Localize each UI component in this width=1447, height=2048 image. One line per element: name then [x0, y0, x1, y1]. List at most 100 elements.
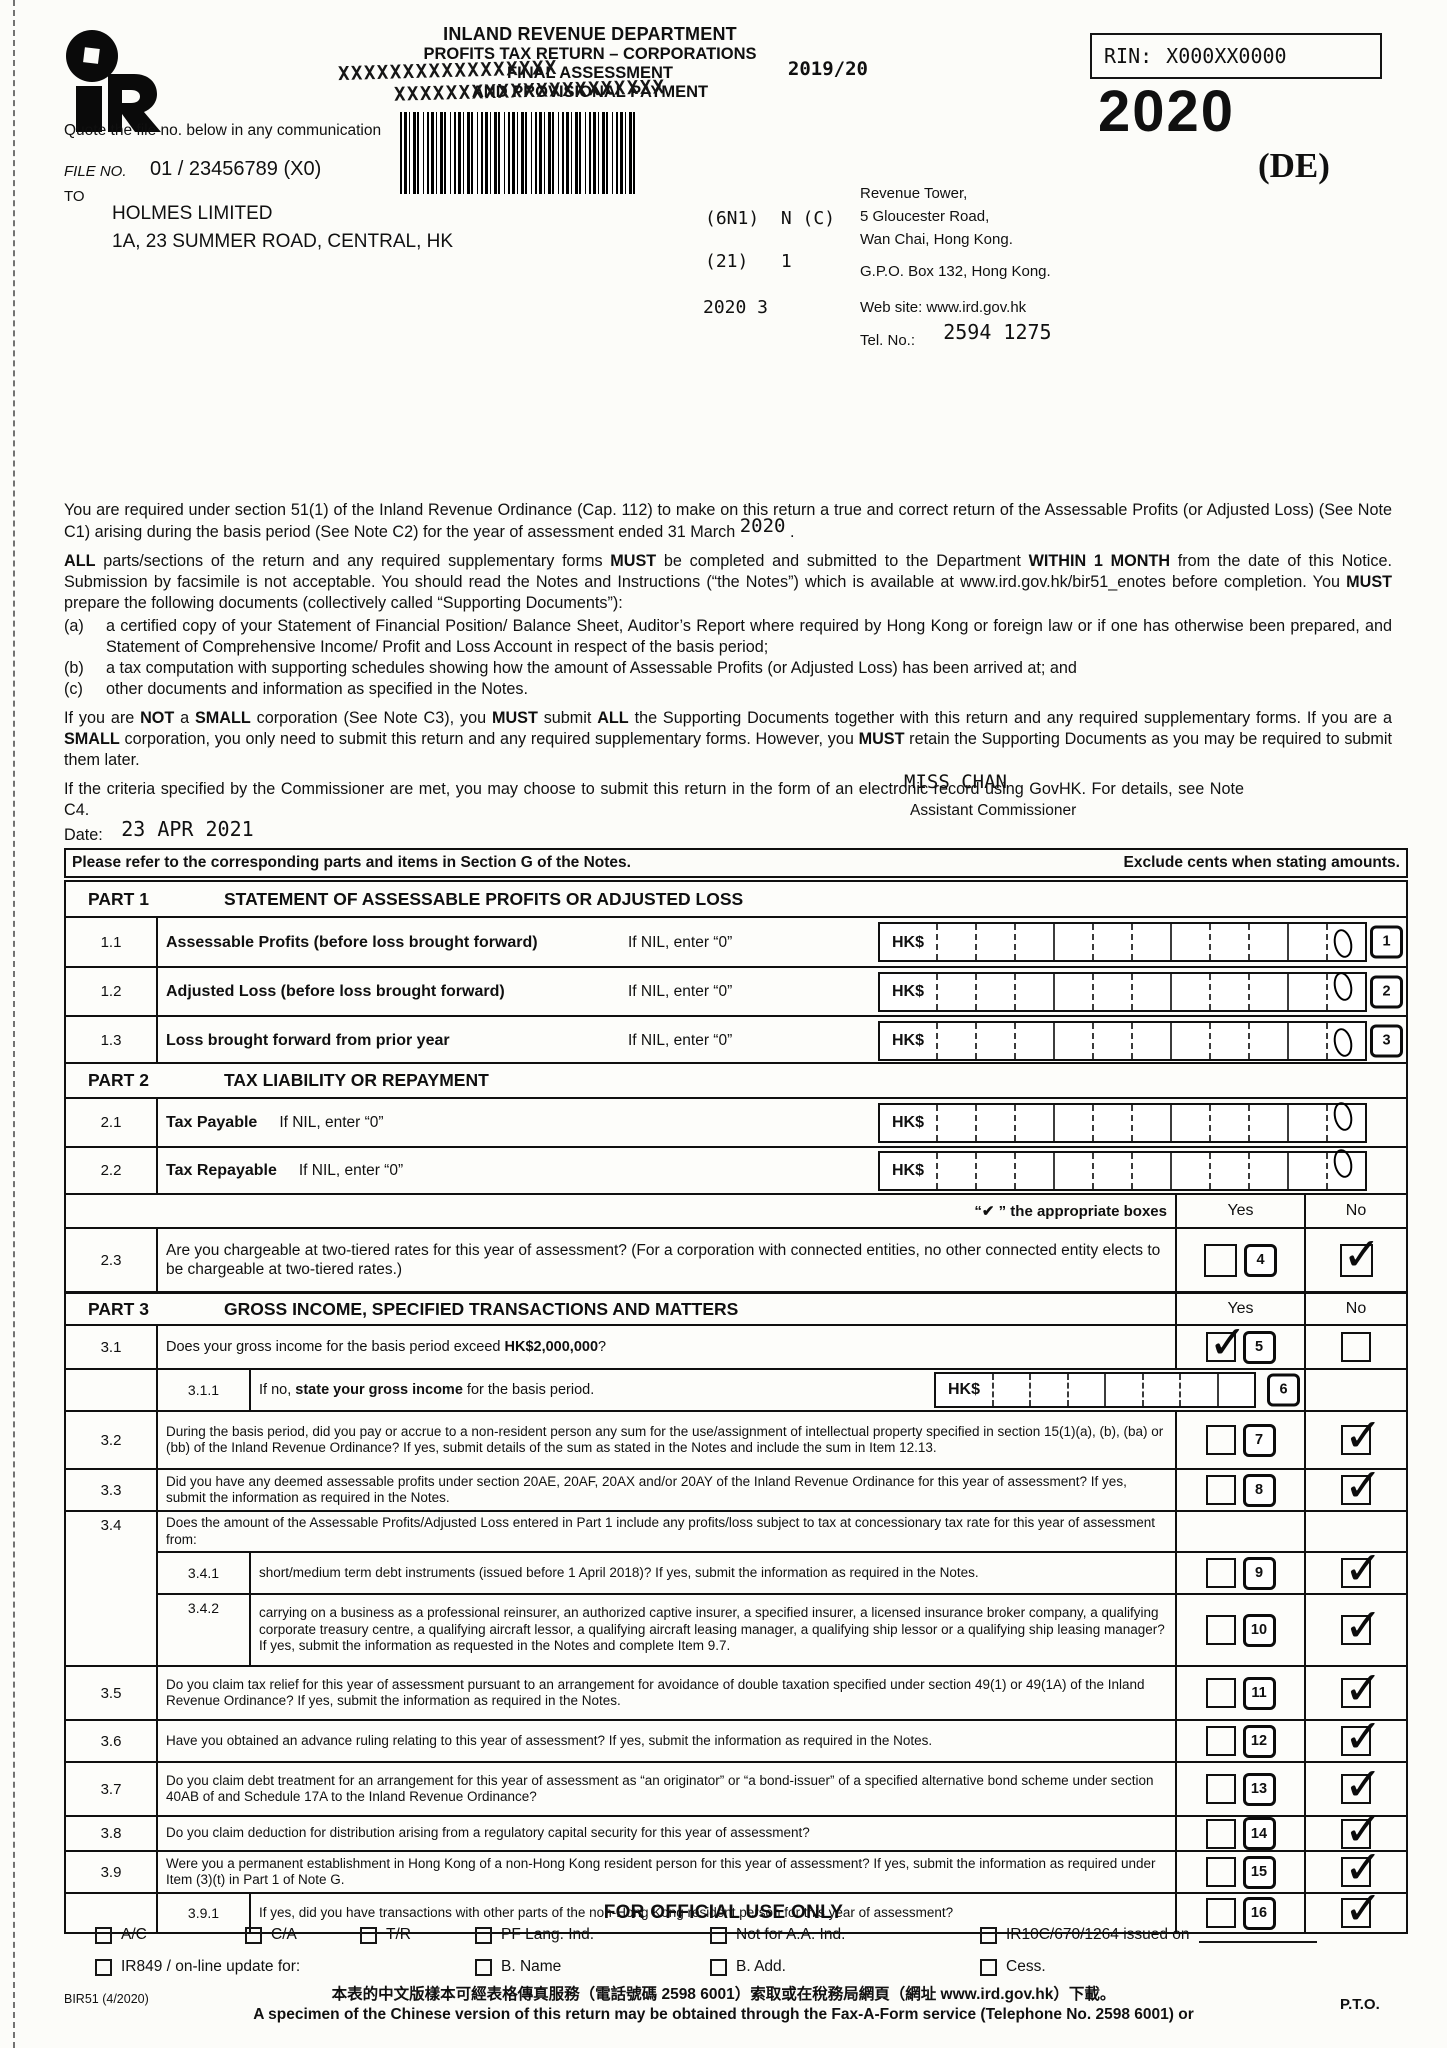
rin-box: RIN: X000XX0000	[1090, 33, 1382, 79]
item-box-number: 15	[1242, 1855, 1276, 1889]
item-number: 1.2	[66, 968, 158, 1015]
yes-column-header: Yes	[1175, 1294, 1304, 1324]
quote-file-instruction: Quote the file no. below in any communic…	[64, 122, 382, 139]
recipient-name: HOLMES LIMITED	[112, 203, 273, 224]
nil-note: If NIL, enter “0”	[628, 1032, 733, 1049]
no-checkbox[interactable]	[1341, 1541, 1383, 1595]
question-text: Do you claim tax relief for this year of…	[166, 1676, 1145, 1709]
official-checkbox[interactable]	[95, 1958, 112, 1976]
yes-checkbox[interactable]	[1205, 1818, 1236, 1849]
yes-checkbox[interactable]	[1205, 1425, 1236, 1455]
currency-label: HK$	[891, 1032, 924, 1049]
official-checkbox[interactable]	[710, 1926, 727, 1944]
amount-field[interactable]: HK$	[878, 922, 1367, 962]
no-checkbox[interactable]	[1341, 1757, 1383, 1811]
rin-value: X000XX0000	[1166, 44, 1287, 68]
ird-logo-icon	[66, 30, 161, 132]
no-checkbox[interactable]	[1341, 1458, 1383, 1512]
no-checkbox[interactable]	[1341, 1709, 1383, 1763]
date-value: 23 APR 2021	[121, 817, 254, 841]
file-no-label: FILE NO.	[64, 163, 127, 180]
item-label: Tax Repayable	[166, 1162, 277, 1179]
date-line: Date: 23 APR 2021	[64, 819, 1392, 846]
question-row-3-5: 3.5 Do you claim tax relief for this yea…	[66, 1661, 1406, 1719]
official-checkbox[interactable]	[710, 1958, 727, 1976]
no-checkbox[interactable]	[1341, 1881, 1383, 1935]
official-checkbox[interactable]	[980, 1926, 997, 1944]
official-checkbox[interactable]	[980, 1958, 997, 1976]
part1-number: PART 1	[88, 888, 149, 909]
yes-checkbox[interactable]	[1205, 1475, 1236, 1505]
item-box-number: 6	[1267, 1373, 1300, 1407]
official-checkbox[interactable]	[475, 1926, 492, 1944]
official-checkbox[interactable]	[360, 1926, 377, 1944]
ird-address-line: 5 Gloucester Road,	[860, 208, 990, 225]
intro-paragraph-1: You are required under section 51(1) of …	[64, 501, 1392, 541]
official-checkbox[interactable]	[245, 1926, 262, 1944]
no-checkbox[interactable]	[1341, 1598, 1383, 1652]
nil-note: If NIL, enter “0”	[298, 1162, 404, 1179]
no-column-header: No	[1304, 1195, 1406, 1227]
amount-field[interactable]: HK$	[878, 1020, 1367, 1061]
no-checkbox[interactable]	[1341, 1661, 1383, 1715]
question-row-3-4-intro: Does the amount of the Assessable Profit…	[158, 1512, 1406, 1551]
yes-checkbox[interactable]	[1204, 1243, 1237, 1277]
notes-reference-bar: Please refer to the corresponding parts …	[64, 848, 1408, 878]
yes-checkbox[interactable]	[1205, 1315, 1247, 1369]
no-checkbox[interactable]	[1339, 1227, 1381, 1281]
item-number: 3.9.1	[158, 1894, 251, 1932]
official-option: C/A	[245, 1926, 297, 1944]
part3-header: PART 3 GROSS INCOME, SPECIFIED TRANSACTI…	[66, 1294, 1406, 1324]
recipient-address: 1A, 23 SUMMER ROAD, CENTRAL, HK	[112, 231, 454, 252]
typed-year: 2020	[739, 515, 786, 537]
print-code-2: (21) 1	[705, 251, 792, 272]
item-box-number: 16	[1242, 1896, 1276, 1930]
yes-checkbox[interactable]	[1205, 1857, 1236, 1887]
gross-income-field[interactable]: HK$	[934, 1372, 1256, 1408]
official-option: Not for A.A. Ind.	[710, 1926, 845, 1944]
yes-checkbox[interactable]	[1205, 1615, 1236, 1645]
yes-checkbox[interactable]	[1205, 1726, 1236, 1756]
yes-checkbox[interactable]	[1205, 1558, 1236, 1588]
part2-title: TAX LIABILITY OR REPAYMENT	[224, 1070, 489, 1090]
yes-checkbox[interactable]	[1205, 1678, 1236, 1708]
item-number: 3.1.1	[158, 1370, 251, 1410]
item-label: Tax Payable	[166, 1114, 258, 1131]
currency-label: HK$	[891, 1114, 924, 1131]
amount-field[interactable]: HK$	[878, 1146, 1367, 1191]
yes-checkbox[interactable]	[1205, 1898, 1236, 1928]
question-row-3-1: 3.1 Does your gross income for the basis…	[66, 1315, 1406, 1369]
question-text: If yes, did you have transactions with o…	[259, 1904, 954, 1920]
issued-on-blank-line[interactable]	[1198, 1927, 1317, 1943]
official-option: IR849 / on-line update for:	[95, 1958, 300, 1976]
tel-value: 2594 1275	[943, 320, 1052, 344]
question-row-3-4: 3.4 Does the amount of the Assessable Pr…	[66, 1510, 1406, 1665]
question-text: Do you claim deduction for distribution …	[166, 1825, 810, 1841]
official-checkbox[interactable]	[95, 1926, 112, 1944]
item-number: 3.4	[66, 1512, 158, 1665]
amount-field[interactable]: HK$	[878, 1099, 1367, 1143]
yes-checkbox[interactable]	[1205, 1774, 1236, 1804]
question-text: Are you chargeable at two-tiered rates f…	[166, 1242, 1161, 1278]
row-2-2: 2.2 Tax Repayable If NIL, enter “0” HK$	[66, 1146, 1406, 1193]
file-no-value: 01 / 23456789 (X0)	[150, 158, 322, 180]
item-number: 3.2	[66, 1412, 158, 1468]
official-checkbox[interactable]	[475, 1958, 492, 1976]
rin-label: RIN:	[1104, 44, 1153, 68]
item-box-number: 14	[1242, 1817, 1276, 1850]
form-code: BIR51 (4/2020)	[64, 1992, 149, 2006]
no-checkbox[interactable]	[1341, 1408, 1383, 1462]
amount-field[interactable]: HK$	[878, 969, 1367, 1012]
tel-line: Tel. No.: 2594 1275	[860, 321, 1052, 352]
department-title: INLAND REVENUE DEPARTMENT	[443, 24, 737, 44]
part3-title: GROSS INCOME, SPECIFIED TRANSACTIONS AND…	[224, 1298, 739, 1319]
item-box-number: 3	[1370, 1024, 1403, 1057]
no-checkbox[interactable]	[1341, 1332, 1371, 1362]
part3-number: PART 3	[88, 1298, 149, 1319]
fold-mark-line	[13, 0, 15, 2048]
item-box-number: 1	[1370, 925, 1403, 959]
part1-title: STATEMENT OF ASSESSABLE PROFITS OR ADJUS…	[224, 888, 744, 909]
item-label: Loss brought forward from prior year	[166, 1032, 450, 1049]
intro-paragraph-4: If the criteria specified by the Commiss…	[64, 780, 1244, 819]
